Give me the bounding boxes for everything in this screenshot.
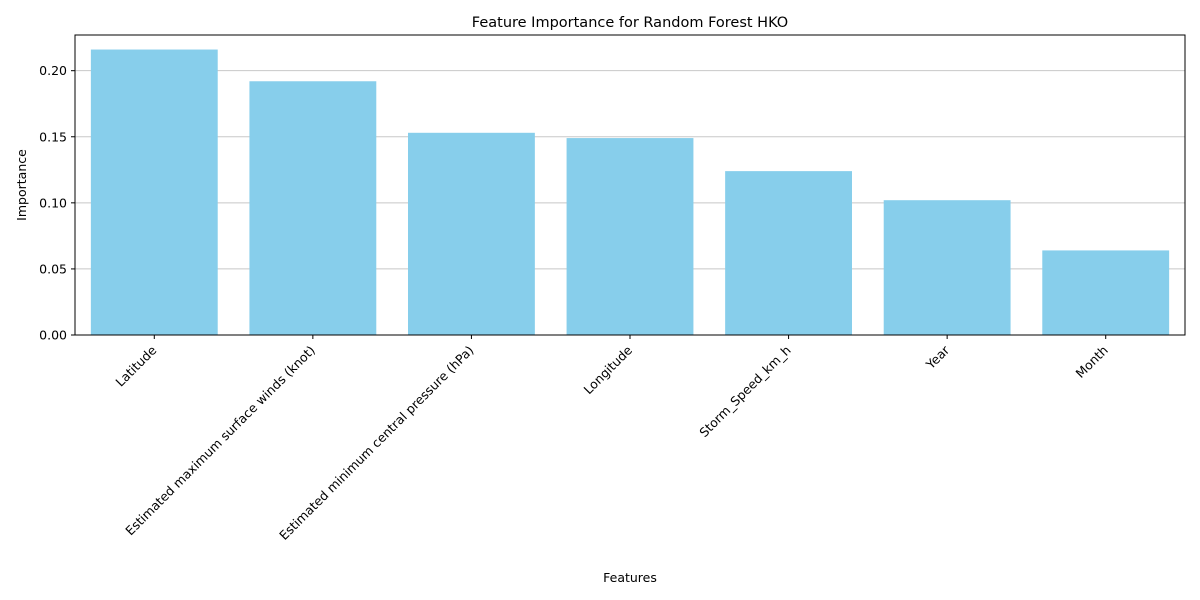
x-tick-label: Year	[922, 342, 953, 373]
y-axis-ticks: 0.00 0.05 0.10 0.15 0.20	[39, 63, 75, 343]
y-tick-label: 0.10	[39, 195, 67, 210]
y-axis-label: Importance	[14, 149, 29, 221]
bar	[1042, 250, 1170, 335]
y-tick-label: 0.15	[39, 129, 67, 144]
x-axis-label: Features	[603, 570, 657, 585]
y-tick-label: 0.00	[39, 328, 67, 343]
x-tick-label: Estimated minimum central pressure (hPa)	[276, 343, 476, 543]
bar	[408, 132, 535, 335]
x-tick-label: Estimated maximum surface winds (knot)	[122, 343, 318, 539]
bar	[725, 171, 852, 335]
bars	[90, 49, 1170, 335]
bar	[249, 81, 377, 335]
bar	[883, 200, 1011, 335]
x-tick-label: Month	[1073, 343, 1111, 381]
x-tick-label: Latitude	[112, 342, 159, 389]
y-tick-label: 0.20	[39, 63, 67, 78]
bar	[90, 49, 218, 335]
x-tick-label: Longitude	[581, 342, 636, 397]
bar	[566, 138, 694, 335]
x-tick-label: Storm_Speed_km_h	[696, 343, 793, 440]
chart-title: Feature Importance for Random Forest HKO	[472, 15, 788, 31]
y-tick-label: 0.05	[39, 261, 67, 276]
